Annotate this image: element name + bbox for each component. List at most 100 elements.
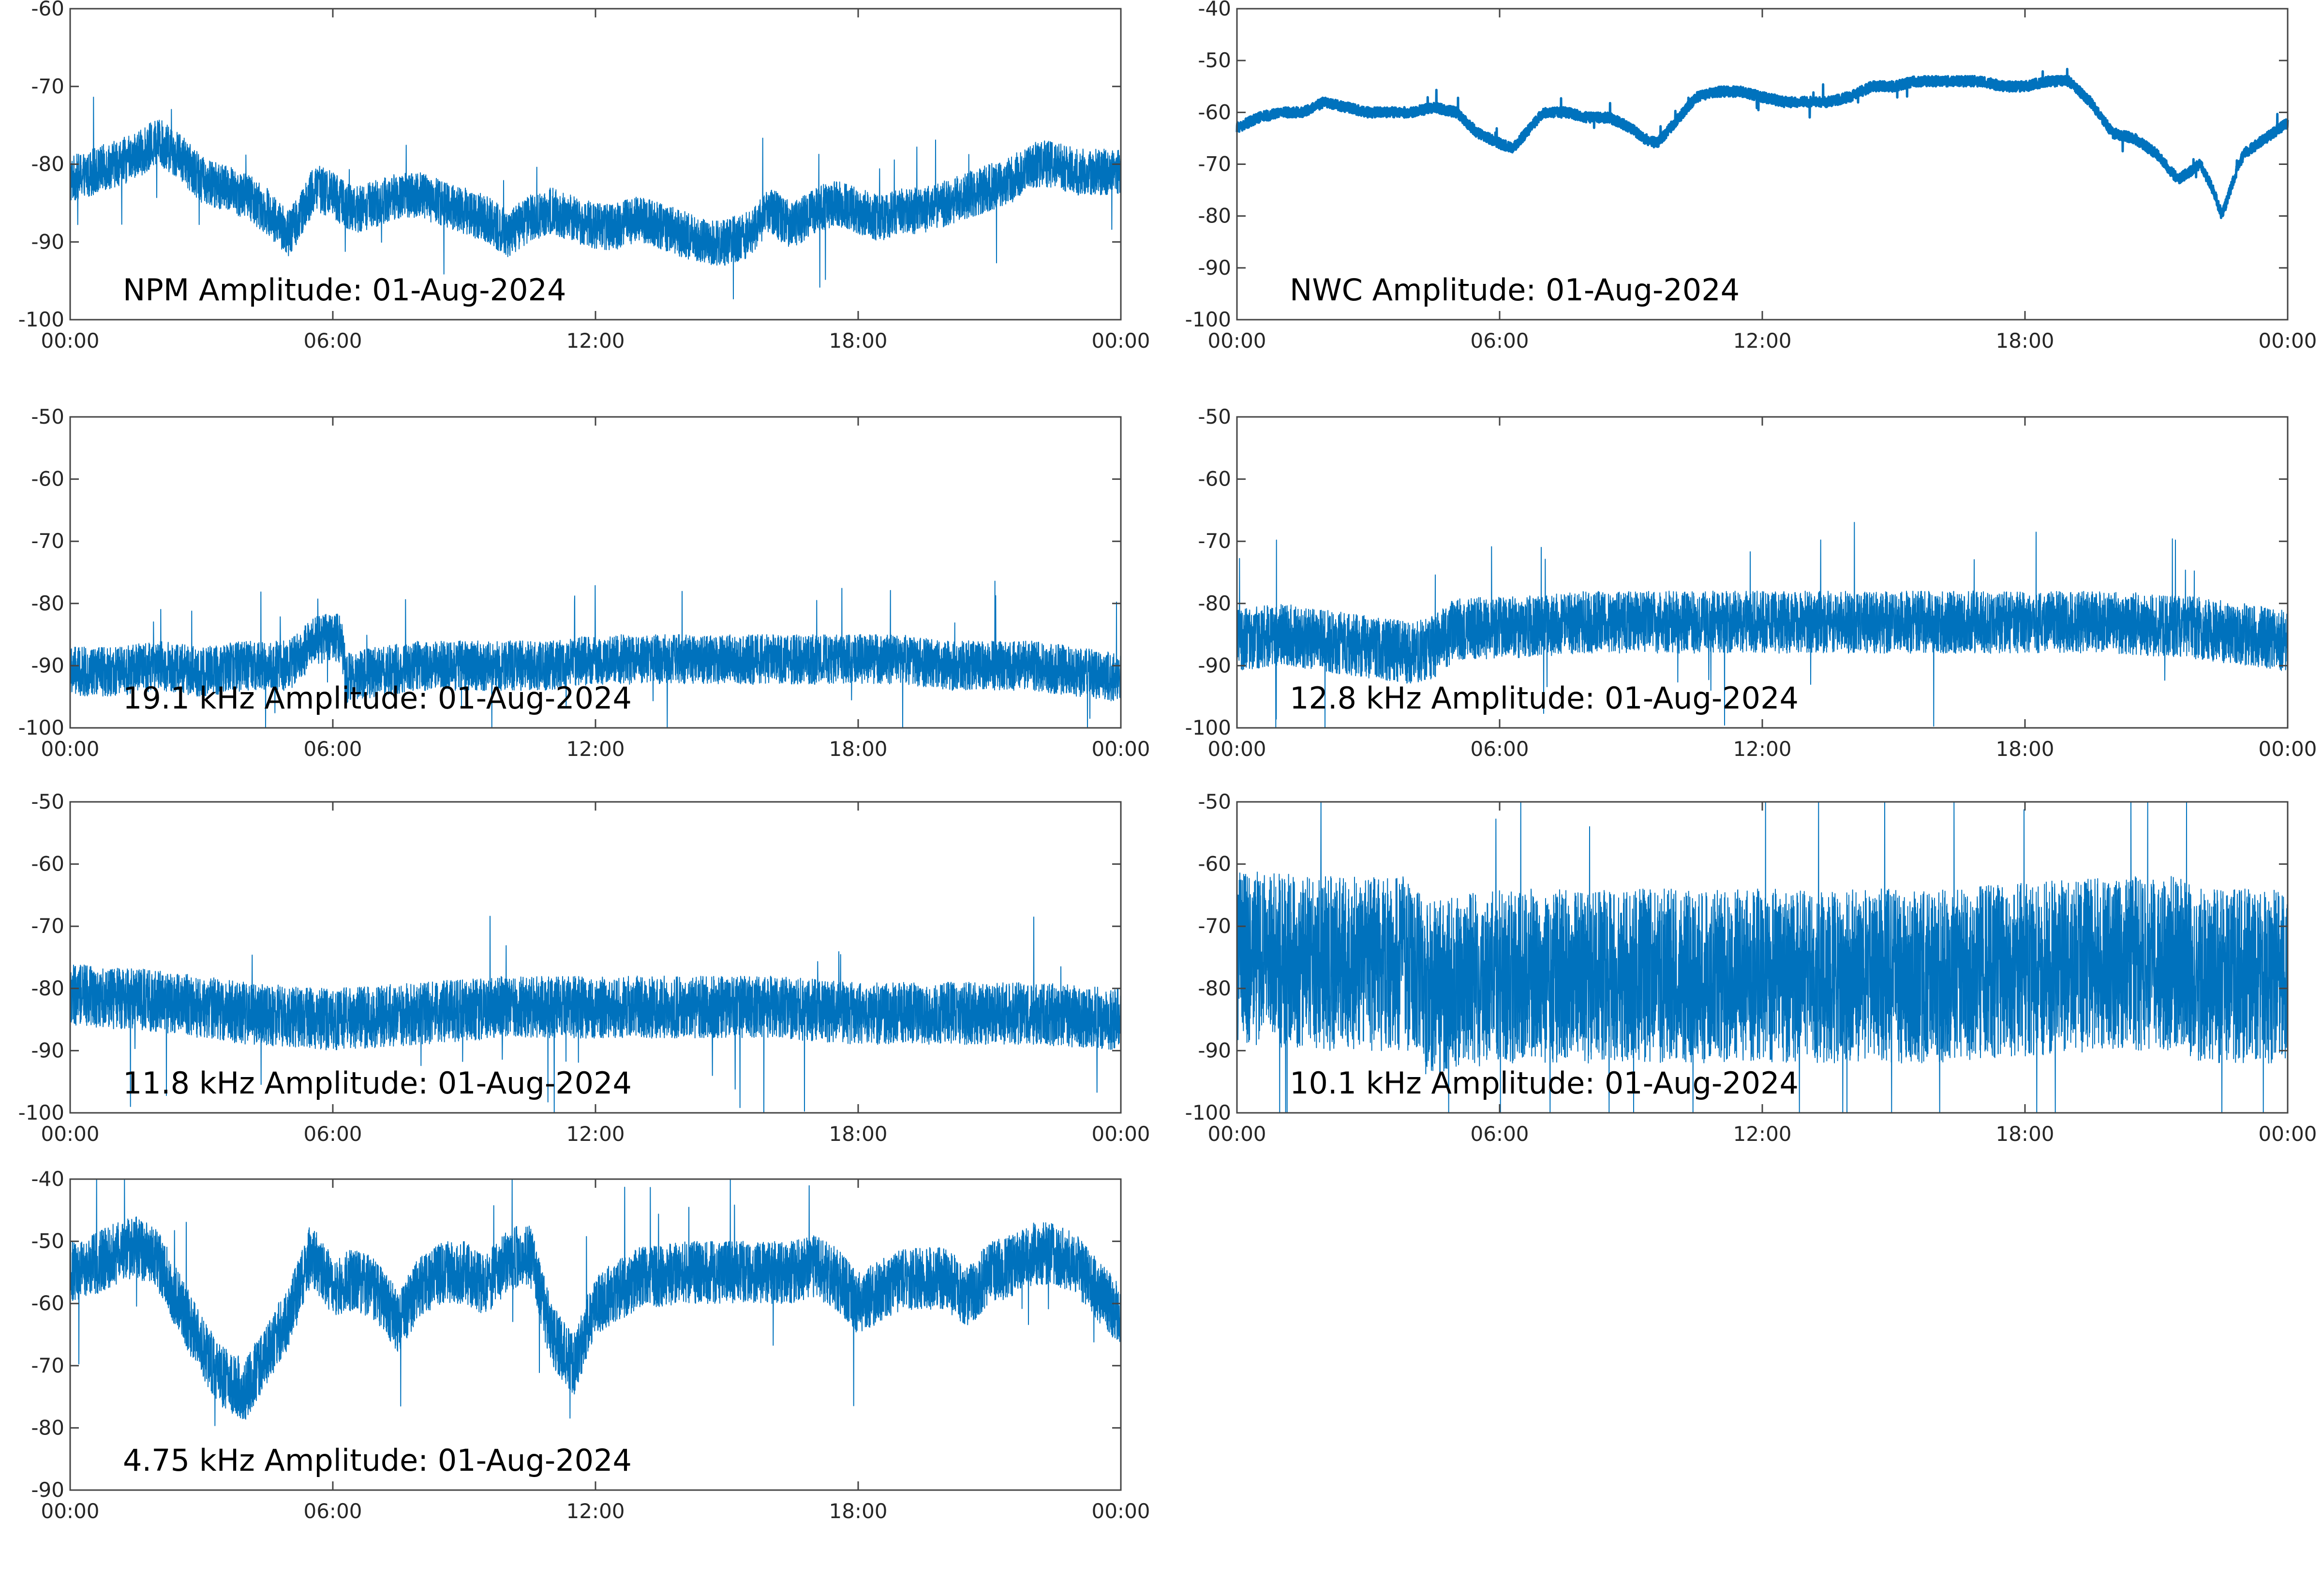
19-1khz-tick-layer: 00:00 06:00 12:00 18:00 00:00-100-90-80-70-6… [18,405,1150,761]
10-1khz-panel-title: 10.1 kHz Amplitude: 01-Aug-2024 [1290,1065,1799,1101]
19-1khz-x-tick-label: 00:00 [41,737,99,761]
panel-19-1khz: 00:00 06:00 12:00 18:00 00:00-100-90-80-70-6… [18,405,1150,761]
npm-panel-title: NPM Amplitude: 01-Aug-2024 [123,272,566,308]
12-8khz-y-tick-label: -50 [1198,405,1231,429]
panel-11-8khz: 00:00 06:00 12:00 18:00 00:00-100-90-80-70-6… [18,790,1150,1146]
nwc-trace-layer [1235,68,2289,219]
19-1khz-y-tick-label: -70 [31,529,64,553]
nwc-series-line [1235,68,2289,219]
11-8khz-x-tick-label: 18:00 [829,1122,887,1146]
panel-10-1khz: 00:00 06:00 12:00 18:00 00:00-100-90-80-70-6… [1185,790,2317,1146]
npm-y-tick-label: -60 [31,0,64,20]
nwc-y-tick-label: -60 [1198,100,1231,124]
nwc-y-tick-label: -100 [1185,308,1231,331]
4-75khz-x-tick-label: 12:00 [566,1499,625,1523]
11-8khz-series-line [70,916,1121,1113]
4-75khz-series-line [70,1179,1121,1426]
12-8khz-series-line [1236,522,2288,728]
19-1khz-y-tick-label: -100 [18,716,64,739]
10-1khz-y-tick-label: -90 [1198,1038,1231,1062]
nwc-y-tick-label: -90 [1198,256,1231,280]
12-8khz-x-tick-label: 00:00 [2258,737,2317,761]
4-75khz-x-tick-label: 18:00 [829,1499,887,1523]
10-1khz-x-tick-label: 12:00 [1733,1122,1791,1146]
nwc-x-tick-label: 06:00 [1470,329,1529,353]
11-8khz-panel-title: 11.8 kHz Amplitude: 01-Aug-2024 [123,1065,632,1101]
npm-y-tick-label: -70 [31,74,64,98]
11-8khz-x-tick-label: 12:00 [566,1122,625,1146]
12-8khz-y-tick-label: -60 [1198,467,1231,491]
nwc-x-tick-label: 00:00 [1207,329,1266,353]
panel-nwc: 00:00 06:00 12:00 18:00 00:00-100-90-80-70-6… [1185,0,2317,353]
4-75khz-x-tick-label: 06:00 [303,1499,362,1523]
nwc-y-tick-label: -80 [1198,204,1231,228]
10-1khz-y-tick-label: -50 [1198,790,1231,813]
11-8khz-tick-layer: 00:00 06:00 12:00 18:00 00:00-100-90-80-70-6… [18,790,1150,1146]
nwc-y-tick-label: -40 [1198,0,1231,20]
11-8khz-x-tick-label: 00:00 [1091,1122,1150,1146]
10-1khz-y-tick-label: -80 [1198,976,1231,1000]
11-8khz-y-tick-label: -100 [18,1101,64,1124]
nwc-panel-title: NWC Amplitude: 01-Aug-2024 [1290,272,1740,308]
4-75khz-y-tick-label: -70 [31,1354,64,1377]
19-1khz-trace-layer [70,580,1121,728]
11-8khz-y-tick-label: -80 [31,976,64,1000]
11-8khz-y-tick-label: -70 [31,914,64,938]
11-8khz-x-tick-label: 00:00 [41,1122,99,1146]
12-8khz-y-tick-label: -100 [1185,716,1231,739]
npm-x-tick-label: 06:00 [303,329,362,353]
11-8khz-trace-layer [70,916,1121,1113]
npm-x-tick-label: 18:00 [829,329,887,353]
4-75khz-y-tick-label: -40 [31,1167,64,1191]
12-8khz-trace-layer [1236,522,2288,728]
npm-tick-layer: 00:00 06:00 12:00 18:00 00:00-100-90-80-70-6… [18,0,1150,353]
4-75khz-trace-layer [70,1179,1121,1426]
4-75khz-y-tick-label: -60 [31,1291,64,1315]
11-8khz-y-tick-label: -90 [31,1038,64,1062]
nwc-x-tick-label: 18:00 [1995,329,2054,353]
npm-y-tick-label: -80 [31,152,64,176]
12-8khz-panel-title: 12.8 kHz Amplitude: 01-Aug-2024 [1290,680,1799,716]
nwc-x-tick-label: 00:00 [2258,329,2317,353]
nwc-x-tick-label: 12:00 [1733,329,1791,353]
npm-series-line [70,96,1121,299]
19-1khz-x-tick-label: 12:00 [566,737,625,761]
11-8khz-y-tick-label: -60 [31,852,64,876]
panel-npm: 00:00 06:00 12:00 18:00 00:00-100-90-80-70-6… [18,0,1150,353]
4-75khz-tick-layer: 00:00 06:00 12:00 18:00 00:00-90-80-70-60-50… [31,1167,1150,1523]
nwc-tick-layer: 00:00 06:00 12:00 18:00 00:00-100-90-80-70-6… [1185,0,2317,353]
19-1khz-x-tick-label: 18:00 [829,737,887,761]
panel-12-8khz: 00:00 06:00 12:00 18:00 00:00-100-90-80-70-6… [1185,405,2317,761]
10-1khz-series-line [1236,801,2288,1113]
10-1khz-y-tick-label: -100 [1185,1101,1231,1124]
npm-y-tick-label: -90 [31,230,64,253]
19-1khz-y-tick-label: -90 [31,653,64,677]
12-8khz-y-tick-label: -80 [1198,591,1231,615]
nwc-y-tick-label: -70 [1198,152,1231,176]
12-8khz-y-tick-label: -90 [1198,653,1231,677]
4-75khz-y-tick-label: -80 [31,1416,64,1439]
10-1khz-y-tick-label: -60 [1198,852,1231,876]
10-1khz-tick-layer: 00:00 06:00 12:00 18:00 00:00-100-90-80-70-6… [1185,790,2317,1146]
19-1khz-y-tick-label: -80 [31,591,64,615]
10-1khz-trace-layer [1236,801,2288,1113]
12-8khz-x-tick-label: 12:00 [1733,737,1791,761]
4-75khz-x-tick-label: 00:00 [41,1499,99,1523]
npm-x-tick-label: 00:00 [1091,329,1150,353]
12-8khz-x-tick-label: 00:00 [1207,737,1266,761]
10-1khz-y-tick-label: -70 [1198,914,1231,938]
19-1khz-y-tick-label: -50 [31,405,64,429]
nwc-y-tick-label: -50 [1198,48,1231,72]
4-75khz-x-tick-label: 00:00 [1091,1499,1150,1523]
panel-4-75khz: 00:00 06:00 12:00 18:00 00:00-90-80-70-60-50… [31,1167,1150,1523]
19-1khz-x-tick-label: 00:00 [1091,737,1150,761]
10-1khz-x-tick-label: 06:00 [1470,1122,1529,1146]
10-1khz-x-tick-label: 00:00 [2258,1122,2317,1146]
npm-x-tick-label: 00:00 [41,329,99,353]
11-8khz-x-tick-label: 06:00 [303,1122,362,1146]
19-1khz-y-tick-label: -60 [31,467,64,491]
19-1khz-panel-title: 19.1 kHz Amplitude: 01-Aug-2024 [123,680,632,716]
npm-x-tick-label: 12:00 [566,329,625,353]
4-75khz-y-tick-label: -50 [31,1229,64,1253]
